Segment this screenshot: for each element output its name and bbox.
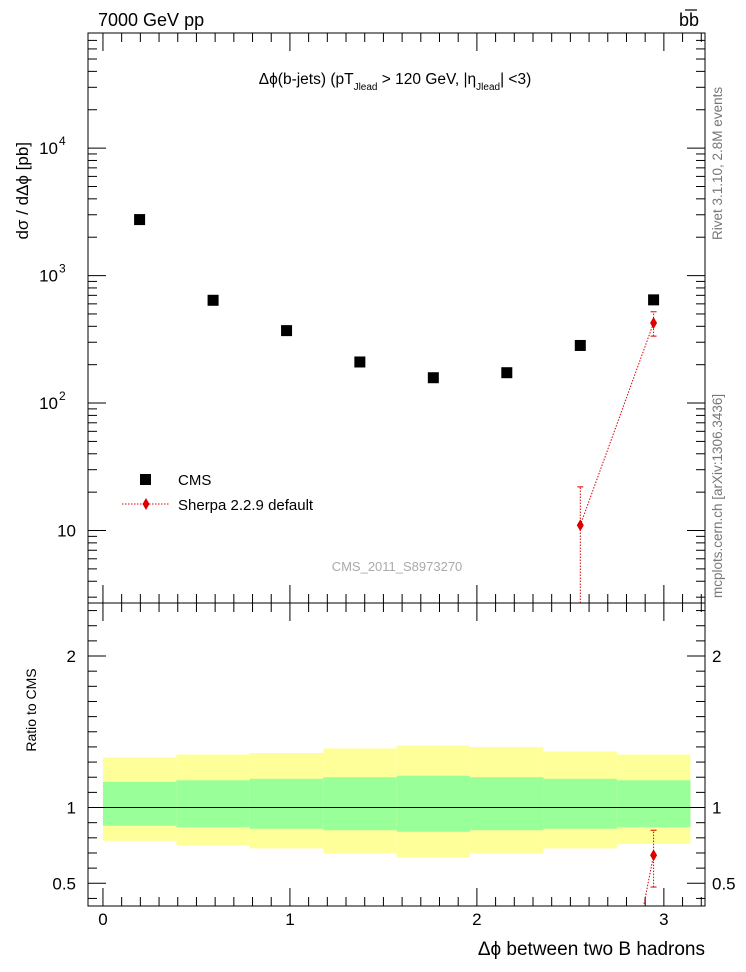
ratio-frame [87, 602, 706, 907]
cms-data-point [134, 214, 146, 226]
sherpa-data-point [650, 316, 658, 329]
cms-data-point [648, 294, 660, 306]
y-tick-label: 10 [57, 522, 76, 541]
legend: CMS Sherpa 2.2.9 default [122, 472, 314, 514]
cms-data-point [354, 356, 366, 368]
y-tick-label-exponent: 4 [59, 134, 66, 148]
ratio-inner-band [102, 781, 177, 826]
y-tick-label-exponent: 3 [59, 262, 66, 276]
x-axis-label: Δϕ between two B hadrons [478, 939, 705, 960]
main-title: Δϕ(b-jets) (pTJlead > 120 GeV, |ηJlead| … [259, 71, 532, 93]
ratio-uncertainty-bands [102, 745, 691, 858]
legend-cms-label: CMS [178, 472, 211, 489]
sherpa-line [579, 322, 655, 526]
ratio-sherpa-line [643, 855, 655, 907]
mcplots-label: mcplots.cern.ch [arXiv:1306.3436] [710, 394, 725, 598]
ratio-y-axis-label: Ratio to CMS [23, 668, 39, 751]
y-axis-label: dσ / dΔϕ [pb] [13, 142, 32, 240]
ratio-y-tick-label-left: 0.5 [52, 874, 76, 893]
ratio-y-tick-label-left: 1 [67, 799, 76, 818]
cms-data-point [574, 339, 586, 351]
main-frame [87, 32, 706, 604]
energy-label: 7000 GeV pp [98, 10, 204, 30]
ratio-inner-band [323, 777, 397, 831]
rivet-version-label: Rivet 3.1.10, 2.8M events [710, 87, 725, 240]
ratio-series-layer [643, 829, 658, 907]
ratio-panel: 0.5 0.5 1 1 2 2 0 1 2 3 [52, 602, 736, 929]
x-tick-label: 2 [472, 910, 481, 929]
process-label: bb [679, 10, 699, 30]
sherpa-data-point [576, 519, 584, 532]
ratio-sherpa-data-point [650, 849, 658, 862]
cms-data-point [501, 367, 513, 379]
ratio-axis-ticks: 0.5 0.5 1 1 2 2 0 1 2 3 [52, 603, 736, 929]
x-tick-label: 3 [659, 910, 668, 929]
ratio-inner-band [543, 778, 617, 829]
x-tick-label: 0 [98, 910, 107, 929]
y-tick-label: 10 [39, 267, 58, 286]
analysis-id-label: CMS_2011_S8973270 [332, 559, 463, 574]
ratio-y-tick-label-right: 0.5 [712, 874, 736, 893]
ratio-inner-band [176, 780, 250, 828]
ratio-y-tick-label-right: 1 [712, 799, 721, 818]
ratio-inner-band [469, 777, 544, 831]
cms-data-point [281, 325, 293, 337]
legend-sherpa-label: Sherpa 2.2.9 default [178, 497, 314, 514]
cms-data-point [427, 372, 439, 384]
main-series-layer [134, 214, 660, 603]
y-tick-label-exponent: 2 [59, 389, 66, 403]
ratio-inner-band [616, 780, 691, 828]
ratio-y-tick-label-right: 2 [712, 647, 721, 666]
ratio-y-tick-label-left: 2 [67, 647, 76, 666]
legend-cms-marker [140, 474, 151, 485]
x-tick-label: 1 [285, 910, 294, 929]
y-tick-label: 10 [39, 139, 58, 158]
legend-sherpa-marker [142, 498, 150, 510]
ratio-inner-band [396, 775, 470, 832]
ratio-inner-band [249, 778, 324, 829]
y-tick-label: 10 [39, 394, 58, 413]
cms-data-point [207, 294, 219, 306]
